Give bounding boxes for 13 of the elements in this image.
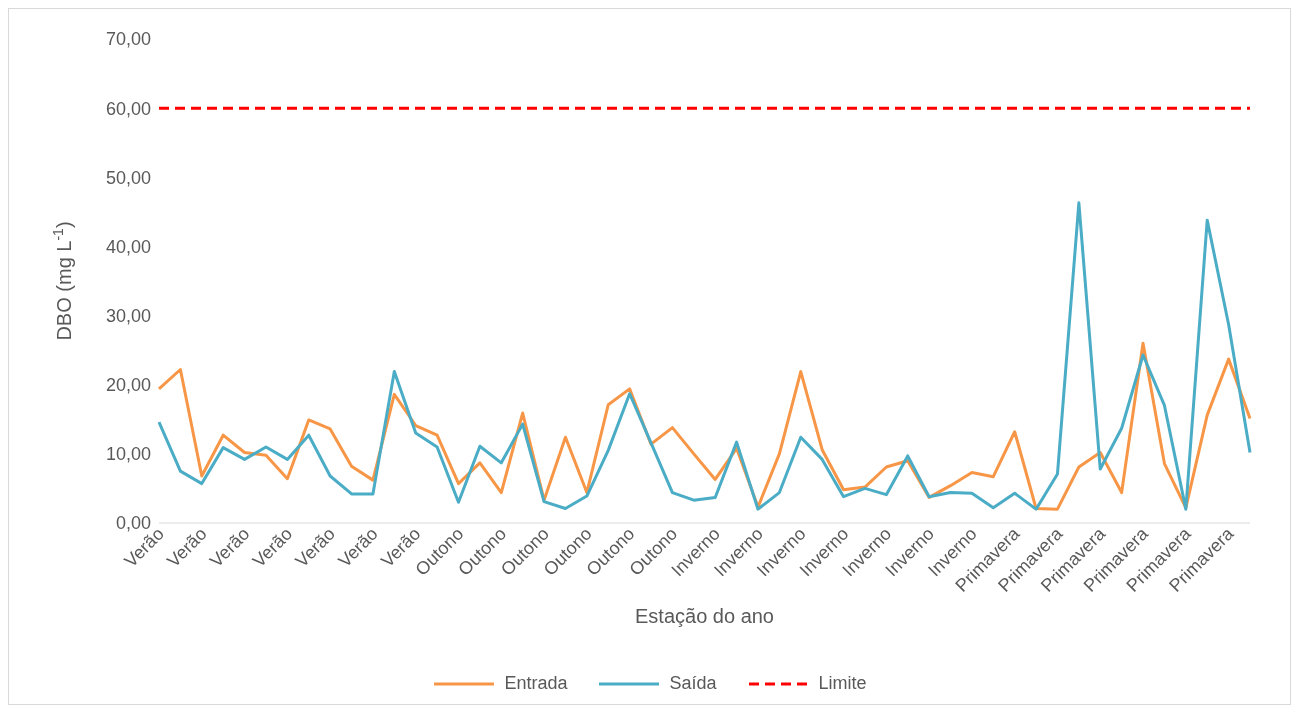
y-tick-label: 40,00 xyxy=(105,236,151,257)
legend-label: Entrada xyxy=(504,673,568,694)
legend-label: Saída xyxy=(669,673,717,694)
x-axis-title: Estação do ano xyxy=(635,605,774,627)
y-tick-label: 30,00 xyxy=(105,305,151,326)
y-tick-label: 20,00 xyxy=(105,375,151,396)
legend-label: Limite xyxy=(818,673,867,694)
y-tick-label: 0,00 xyxy=(115,513,151,534)
line-series xyxy=(157,201,1252,511)
y-tick-label: 50,00 xyxy=(105,167,151,188)
y-tick-label: 10,00 xyxy=(105,444,151,465)
y-tick-label: 70,00 xyxy=(105,29,151,50)
y-tick-label: 60,00 xyxy=(105,98,151,119)
